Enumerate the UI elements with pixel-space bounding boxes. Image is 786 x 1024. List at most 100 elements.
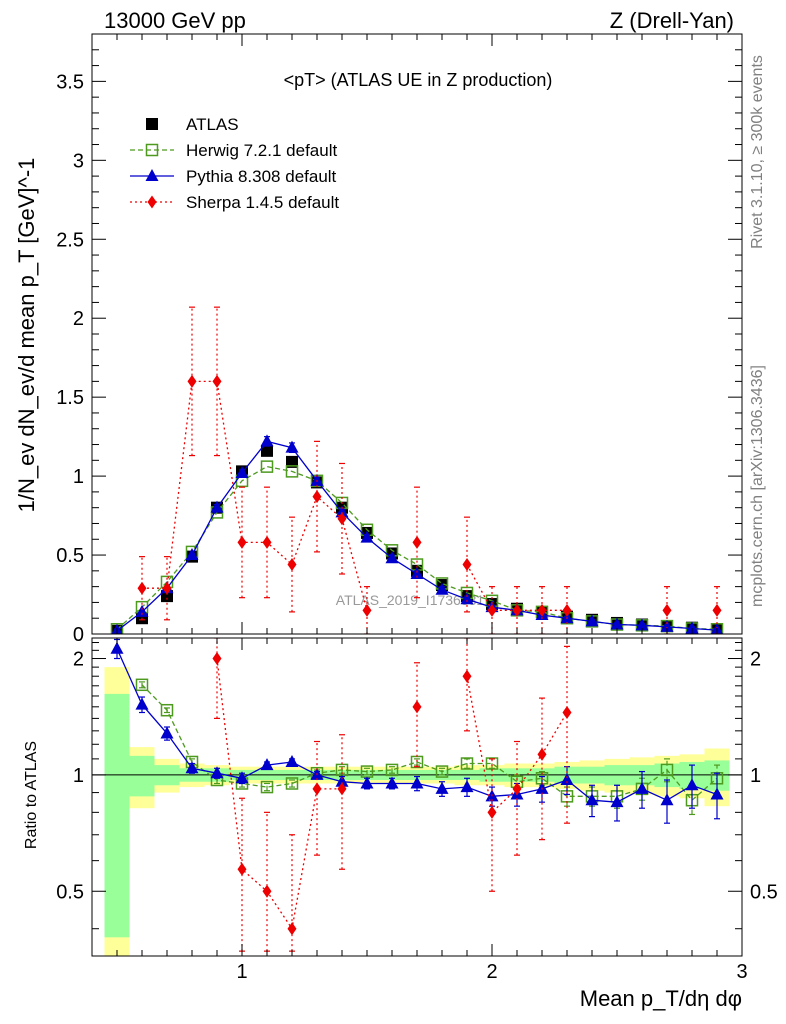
y-tick-label: 0 (73, 624, 84, 646)
legend-atlas-label: ATLAS (186, 115, 239, 134)
legend-pythia-marker (145, 169, 159, 181)
pythia-point (235, 465, 249, 478)
herwig-point (260, 460, 274, 473)
sherpa-point (137, 581, 147, 595)
y-tick-label: 1 (73, 466, 84, 488)
y-axis-label: 1/N_ev dN_ev/d mean p_T [GeV]^-1 (14, 158, 39, 513)
pythia-ratio-point (260, 758, 274, 771)
pythia-point (310, 473, 324, 486)
pythia-point (335, 505, 349, 518)
herwig-ratio-point (135, 678, 149, 692)
sherpa-ratio-point (537, 747, 547, 761)
pythia-ratio-point (335, 774, 349, 787)
sherpa-point (337, 512, 347, 526)
ratio-tick-label: 0.5 (56, 881, 84, 903)
sherpa-point (287, 558, 297, 572)
pythia-ratio-point (460, 780, 474, 793)
sherpa-line (142, 381, 717, 610)
legend-sherpa-marker (147, 195, 157, 209)
x-tick-label: 3 (736, 961, 747, 983)
y-tick-label: 3.5 (56, 71, 84, 93)
x-tick-label: 1 (236, 961, 247, 983)
ratio-band-inner (104, 693, 130, 938)
y-tick-label: 0.5 (56, 545, 84, 567)
pythia-ratio-point (660, 793, 674, 806)
herwig-ratio-point (385, 763, 399, 777)
ratio-tick-label-right: 2 (750, 649, 761, 671)
sherpa-ratio-point (337, 782, 347, 796)
main-plot-area (110, 306, 724, 634)
herwig-ratio-point (260, 780, 274, 794)
sherpa-ratio-point (512, 782, 522, 796)
sherpa-point (212, 374, 222, 388)
sherpa-point (537, 603, 547, 617)
x-axis-label: Mean p_T/dη dφ (580, 986, 742, 1011)
pythia-point (385, 551, 399, 564)
y-tick-label: 2.5 (56, 229, 84, 251)
herwig-ratio-point (485, 757, 499, 770)
pythia-ratio-point (110, 641, 124, 654)
pythia-point (210, 500, 224, 513)
pythia-point (685, 621, 699, 634)
pythia-ratio-point (160, 726, 174, 739)
sherpa-point (487, 603, 497, 617)
mcplots-label: mcplots.cern.ch [arXiv:1306.3436] (749, 365, 766, 607)
chart-title: <pT> (ATLAS UE in Z production) (284, 70, 553, 90)
pythia-point (285, 440, 299, 453)
pythia-point (460, 592, 474, 605)
ratio-tick-label: 2 (73, 649, 84, 671)
pythia-ratio-point (135, 697, 149, 710)
analysis-watermark: ATLAS_2019_I1736531 (336, 592, 485, 608)
sherpa-ratio-point (562, 706, 572, 720)
x-tick-label: 2 (486, 961, 497, 983)
sherpa-ratio-point (212, 652, 222, 666)
y-tick-label: 3 (73, 150, 84, 172)
ratio-axis-label: Ratio to ATLAS (23, 741, 40, 849)
pythia-ratio-point (410, 776, 424, 789)
legend-sherpa-label: Sherpa 1.4.5 default (186, 193, 339, 212)
pythia-ratio-point (210, 766, 224, 779)
pythia-point (660, 619, 674, 632)
sherpa-point (512, 603, 522, 617)
legend-herwig-label: Herwig 7.2.1 default (186, 141, 337, 160)
sherpa-point (187, 374, 197, 388)
pythia-point (435, 582, 449, 595)
legend-pythia-label: Pythia 8.308 default (186, 167, 337, 186)
pythia-point (260, 434, 274, 447)
pythia-ratio-point (685, 778, 699, 791)
pythia-point (585, 614, 599, 627)
sherpa-point (462, 558, 472, 572)
pythia-point (360, 530, 374, 543)
pythia-ratio-point (185, 761, 199, 774)
herwig-ratio-point (285, 777, 299, 790)
sherpa-point (312, 490, 322, 504)
pythia-ratio-point (435, 781, 449, 794)
pythia-ratio-point (285, 754, 299, 767)
herwig-ratio-point (660, 763, 674, 777)
pythia-ratio-point (610, 795, 624, 808)
header-left: 13000 GeV pp (104, 8, 246, 33)
pythia-ratio-point (385, 776, 399, 789)
y-tick-label: 1.5 (56, 387, 84, 409)
pythia-point (635, 618, 649, 631)
herwig-ratio-point (160, 703, 174, 717)
ratio-plot-area (92, 638, 742, 956)
sherpa-ratio-point (462, 669, 472, 683)
herwig-point (110, 623, 124, 634)
pythia-ratio-point (560, 772, 574, 785)
y-tick-label: 2 (73, 308, 84, 330)
pythia-ratio-point (235, 771, 249, 784)
herwig-ratio-point (460, 757, 474, 770)
herwig-ratio-point (435, 765, 449, 778)
pythia-point (135, 604, 149, 617)
ratio-tick-label: 1 (73, 765, 84, 787)
pythia-ratio-point (635, 781, 649, 794)
herwig-point (285, 465, 299, 478)
sherpa-ratio-point (412, 700, 422, 714)
legend-atlas-marker (146, 118, 158, 130)
pythia-ratio-point (585, 793, 599, 806)
sherpa-point (362, 603, 372, 617)
atlas-point (286, 455, 298, 468)
pythia-point (610, 617, 624, 630)
rivet-label: Rivet 3.1.10, ≥ 300k events (749, 55, 766, 249)
